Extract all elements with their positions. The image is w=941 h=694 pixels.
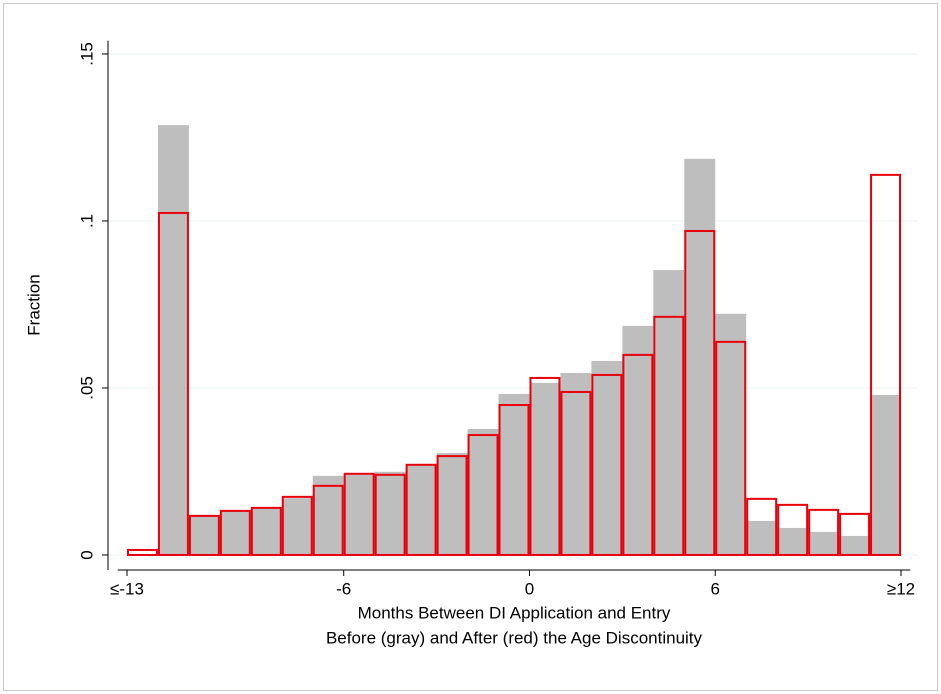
x-tick-label: 6 bbox=[711, 579, 720, 598]
bar bbox=[405, 464, 437, 555]
bar bbox=[684, 158, 716, 555]
bar bbox=[436, 455, 468, 556]
bar bbox=[126, 548, 158, 556]
y-tick-label: .05 bbox=[77, 376, 96, 400]
x-tick-label: 0 bbox=[525, 579, 534, 598]
x-axis-label: Months Between DI Application and Entry bbox=[358, 603, 671, 622]
y-tick-label: 0 bbox=[77, 550, 96, 559]
y-axis-label: Fraction bbox=[24, 274, 43, 335]
bar bbox=[374, 471, 406, 555]
bar bbox=[157, 211, 189, 556]
bar bbox=[281, 498, 313, 555]
bar bbox=[560, 390, 592, 556]
bar bbox=[219, 511, 251, 555]
bar bbox=[591, 360, 623, 555]
x-axis-label: Before (gray) and After (red) the Age Di… bbox=[326, 628, 703, 647]
bar bbox=[839, 535, 871, 555]
bar bbox=[188, 514, 220, 555]
bar bbox=[467, 434, 499, 556]
bar bbox=[653, 315, 685, 556]
bar bbox=[591, 373, 623, 556]
bar bbox=[808, 531, 840, 555]
y-tick-label: .15 bbox=[77, 42, 96, 66]
bar bbox=[560, 372, 592, 555]
bar bbox=[622, 325, 654, 555]
bar bbox=[343, 472, 375, 556]
bar bbox=[746, 497, 778, 556]
x-tick-label: -6 bbox=[336, 579, 351, 598]
bar bbox=[529, 376, 561, 556]
bar bbox=[839, 512, 871, 556]
bar bbox=[405, 463, 437, 556]
x-tick-label: ≤-13 bbox=[110, 579, 144, 598]
bar bbox=[281, 495, 313, 556]
bar bbox=[777, 503, 809, 556]
y-tick-label: .1 bbox=[77, 214, 96, 228]
bar bbox=[312, 475, 344, 555]
bar bbox=[250, 508, 282, 555]
bar bbox=[715, 313, 747, 555]
bar bbox=[870, 394, 902, 555]
bar bbox=[777, 527, 809, 555]
bar bbox=[312, 484, 344, 556]
bar bbox=[746, 520, 778, 555]
bar bbox=[374, 473, 406, 556]
bar bbox=[343, 474, 375, 555]
bar bbox=[219, 509, 251, 556]
bar bbox=[622, 353, 654, 556]
bar bbox=[250, 506, 282, 556]
x-tick-label: ≥12 bbox=[887, 579, 915, 598]
bar bbox=[498, 404, 530, 556]
bar bbox=[653, 270, 685, 555]
bar bbox=[529, 382, 561, 555]
bar bbox=[870, 173, 902, 556]
bar bbox=[467, 429, 499, 555]
bar bbox=[188, 514, 220, 556]
bar bbox=[436, 453, 468, 555]
bar bbox=[715, 340, 747, 556]
bar bbox=[808, 508, 840, 556]
bar bbox=[157, 125, 189, 555]
bar bbox=[498, 393, 530, 555]
bar bbox=[684, 229, 716, 556]
